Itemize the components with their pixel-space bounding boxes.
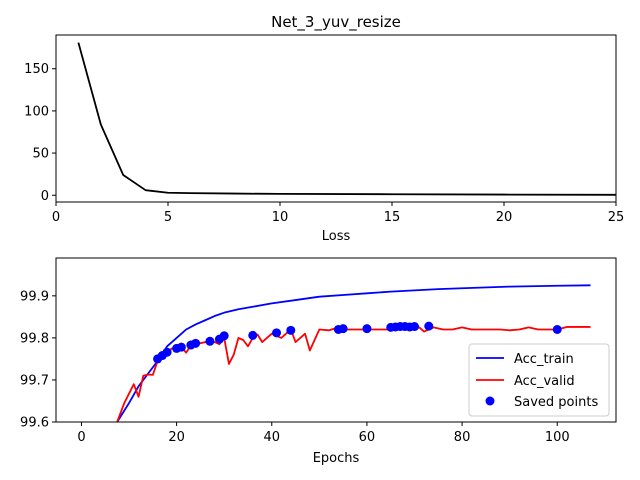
accuracy-chart: 0 20 40 60 80 100 99.6 99.7 99.8 99.9 Epochs Acc… [20, 257, 617, 466]
saved-point [219, 331, 229, 341]
accuracy-plot-area [116, 284, 591, 422]
legend-label-acc-train: Acc_train [514, 352, 574, 367]
saved-point [410, 322, 419, 332]
x-tick-label: 20 [168, 430, 185, 445]
chart-title: Net_3_yuv_resize [271, 13, 401, 32]
x-tick-label: 5 [164, 210, 172, 225]
y-tick-label: 99.8 [20, 331, 49, 346]
x-tick-label: 10 [272, 210, 289, 225]
legend-label-saved-points: Saved points [514, 395, 598, 410]
x-tick-label: 40 [263, 430, 280, 445]
legend-swatch-saved-points [485, 396, 495, 406]
loss-x-axis-label: Loss [322, 229, 351, 244]
saved-point [162, 347, 172, 357]
legend-label-acc-valid: Acc_valid [514, 374, 575, 389]
y-tick-label: 0 [41, 189, 49, 204]
accuracy-y-ticks: 99.6 99.7 99.8 99.9 [20, 289, 56, 431]
loss-plot-area [77, 42, 617, 196]
x-tick-label: 20 [496, 210, 513, 225]
x-tick-label: 25 [608, 210, 625, 225]
legend-box [468, 343, 610, 417]
saved-point [338, 324, 348, 334]
legend: Acc_train Acc_valid Saved points [468, 343, 610, 417]
y-tick-label: 50 [32, 147, 49, 162]
x-tick-label: 100 [545, 430, 570, 445]
saved-point [176, 342, 186, 352]
saved-point [552, 324, 562, 334]
saved-point [286, 325, 296, 335]
accuracy-x-axis-label: Epochs [313, 451, 360, 466]
loss-x-ticks: 0 5 10 15 20 25 [52, 202, 624, 225]
x-tick-label: 15 [384, 210, 401, 225]
y-tick-label: 99.9 [20, 289, 49, 304]
saved-point [248, 330, 258, 340]
saved-point [191, 338, 201, 348]
loss-chart: Net_3_yuv_resize 0 5 10 15 20 25 0 50 100 150 Lo… [24, 13, 624, 244]
saved-point [205, 336, 215, 346]
loss-plot-frame [55, 34, 617, 203]
series-line-loss [77, 42, 617, 196]
saved-point [272, 328, 282, 338]
x-tick-label: 60 [359, 430, 376, 445]
saved-point [362, 324, 372, 334]
x-tick-label: 80 [454, 430, 471, 445]
accuracy-series-group [116, 284, 591, 422]
loss-y-ticks: 0 50 100 150 [24, 62, 56, 204]
x-tick-label: 0 [52, 210, 60, 225]
accuracy-plot-frame [55, 257, 617, 423]
y-tick-label: 99.6 [20, 416, 49, 431]
y-tick-label: 100 [24, 104, 49, 119]
x-tick-label: 0 [77, 430, 85, 445]
saved-point [424, 321, 434, 331]
accuracy-x-ticks: 0 20 40 60 80 100 [77, 422, 570, 445]
y-tick-label: 150 [24, 62, 49, 77]
y-tick-label: 99.7 [20, 373, 49, 388]
